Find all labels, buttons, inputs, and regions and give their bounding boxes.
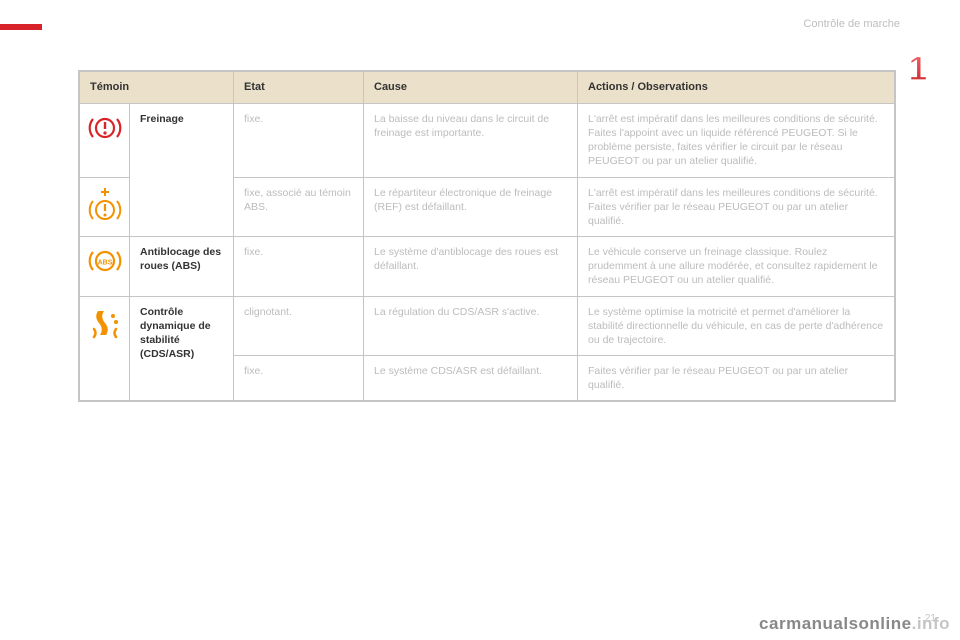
cause-cell: La baisse du niveau dans le circuit de f… [364,103,578,177]
etat-cell: fixe. [234,237,364,297]
table-row: Contrôle dynamique de stabilité (CDS/ASR… [80,296,895,356]
icon-cell [80,177,130,237]
actions-cell: Le système optimise la motricité et perm… [578,296,895,356]
table-row: ABS Antiblocage des roues (ABS) fixe. Le… [80,237,895,297]
brake-warning-icon [88,114,122,142]
watermark: carmanualsonline.info [759,614,950,634]
cause-cell: Le système d'antiblocage des roues est d… [364,237,578,297]
etat-cell: clignotant. [234,296,364,356]
watermark-tld: .info [912,614,950,633]
cause-cell: Le répartiteur électronique de freinage … [364,177,578,237]
etat-cell: fixe. [234,356,364,401]
etat-cell: fixe. [234,103,364,177]
col-cause: Cause [364,72,578,104]
icon-cell [80,296,130,401]
actions-cell: Faites vérifier par le réseau PEUGEOT ou… [578,356,895,401]
col-actions: Actions / Observations [578,72,895,104]
icon-cell [80,103,130,177]
section-title: Contrôle de marche [803,18,900,30]
svg-text:ABS: ABS [97,260,112,267]
chapter-badge: 1 [896,46,940,90]
actions-cell: Le véhicule conserve un freinage classiq… [578,237,895,297]
icon-cell: ABS [80,237,130,297]
cause-cell: La régulation du CDS/ASR s'active. [364,296,578,356]
etat-cell: fixe, associé au témoin ABS. [234,177,364,237]
table-row: Freinage fixe. La baisse du niveau dans … [80,103,895,177]
indicator-name: Antiblocage des roues (ABS) [130,237,234,297]
table-header-row: Témoin Etat Cause Actions / Observations [80,72,895,104]
accent-bar [0,24,42,30]
esp-icon [88,307,122,341]
cause-cell: Le système CDS/ASR est défaillant. [364,356,578,401]
abs-icon: ABS [88,247,122,275]
actions-cell: L'arrêt est impératif dans les meilleure… [578,103,895,177]
col-etat: Etat [234,72,364,104]
watermark-main: carmanualsonline [759,614,912,633]
chapter-number-glyph: 1 [909,50,928,88]
indicator-name: Contrôle dynamique de stabilité (CDS/ASR… [130,296,234,401]
warning-lights-table: Témoin Etat Cause Actions / Observations [78,70,896,402]
col-temoin: Témoin [80,72,234,104]
indicator-name: Freinage [130,103,234,236]
abs-plus-icon [88,188,122,224]
actions-cell: L'arrêt est impératif dans les meilleure… [578,177,895,237]
